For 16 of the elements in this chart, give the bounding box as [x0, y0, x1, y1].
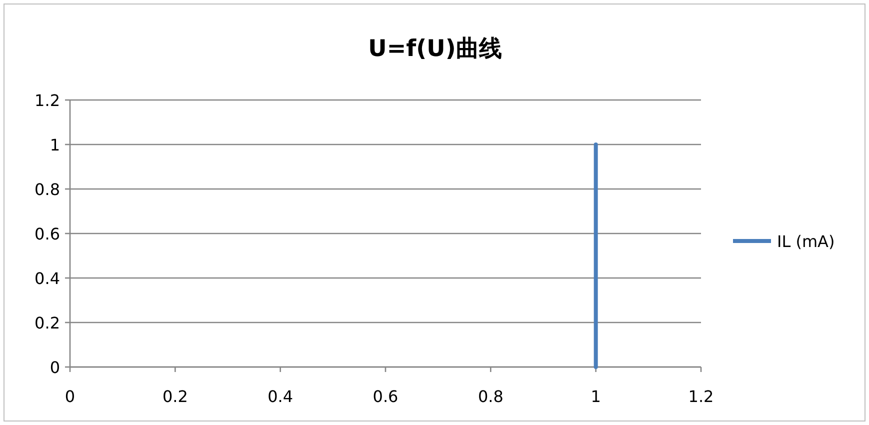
y-tick-label: 0.4: [34, 269, 60, 288]
x-tick-label: 0.8: [478, 387, 504, 406]
y-tick-label: 1.2: [34, 91, 60, 110]
x-tick-label: 1: [590, 387, 601, 406]
chart-title: U=f(U)曲线: [368, 36, 502, 62]
x-tick-label: 0.4: [268, 387, 294, 406]
x-tick-label: 0.6: [372, 387, 398, 406]
y-tick-label: 0.2: [34, 314, 60, 332]
y-tick-label: 0: [50, 358, 60, 377]
x-tick-label: 0.2: [162, 387, 188, 406]
y-tick-label: 0.6: [34, 224, 60, 244]
y-tick-label: 0.8: [34, 180, 60, 199]
legend-label: IL (mA): [777, 232, 835, 251]
x-tick-label: 1.2: [688, 387, 714, 406]
x-tick-label: 0: [64, 387, 76, 406]
y-tick-label: 1: [50, 136, 60, 154]
